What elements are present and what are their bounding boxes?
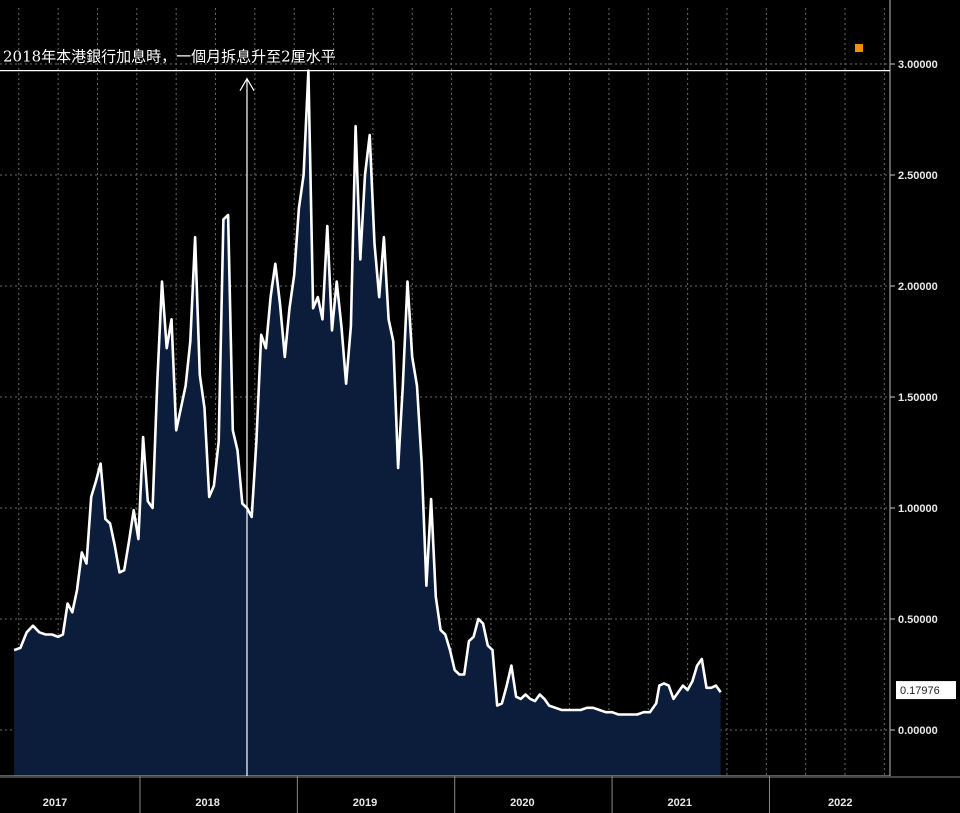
x-tick-label: 2017 bbox=[43, 797, 67, 809]
last-value-box bbox=[896, 681, 956, 700]
x-tick-label: 2021 bbox=[668, 797, 692, 809]
last-value-label: 0.17976 bbox=[900, 685, 940, 697]
area-fill bbox=[14, 70, 721, 776]
series-line bbox=[13, 69, 722, 716]
x-tick-label: 2019 bbox=[353, 797, 377, 809]
annotation-arrow-head bbox=[239, 77, 255, 91]
y-tick-label: 0.50000 bbox=[898, 614, 938, 626]
legend-marker bbox=[855, 44, 863, 52]
annotation-text: 2018年本港銀行加息時，一個月拆息升至2厘水平 bbox=[3, 48, 336, 66]
y-tick-label: 0.00000 bbox=[898, 725, 938, 737]
y-tick-label: 3.00000 bbox=[898, 59, 938, 71]
x-tick-label: 2022 bbox=[828, 797, 852, 809]
y-tick-label: 2.00000 bbox=[898, 281, 938, 293]
x-tick-label: 2020 bbox=[510, 797, 534, 809]
y-tick-label: 1.50000 bbox=[898, 392, 938, 404]
annotation: 2018年本港銀行加息時，一個月拆息升至2厘水平 bbox=[0, 44, 890, 776]
y-tick-label: 2.50000 bbox=[898, 170, 938, 182]
y-tick-label: 1.00000 bbox=[898, 503, 938, 515]
x-axis-band bbox=[0, 776, 960, 813]
x-tick-label: 2018 bbox=[195, 797, 219, 809]
